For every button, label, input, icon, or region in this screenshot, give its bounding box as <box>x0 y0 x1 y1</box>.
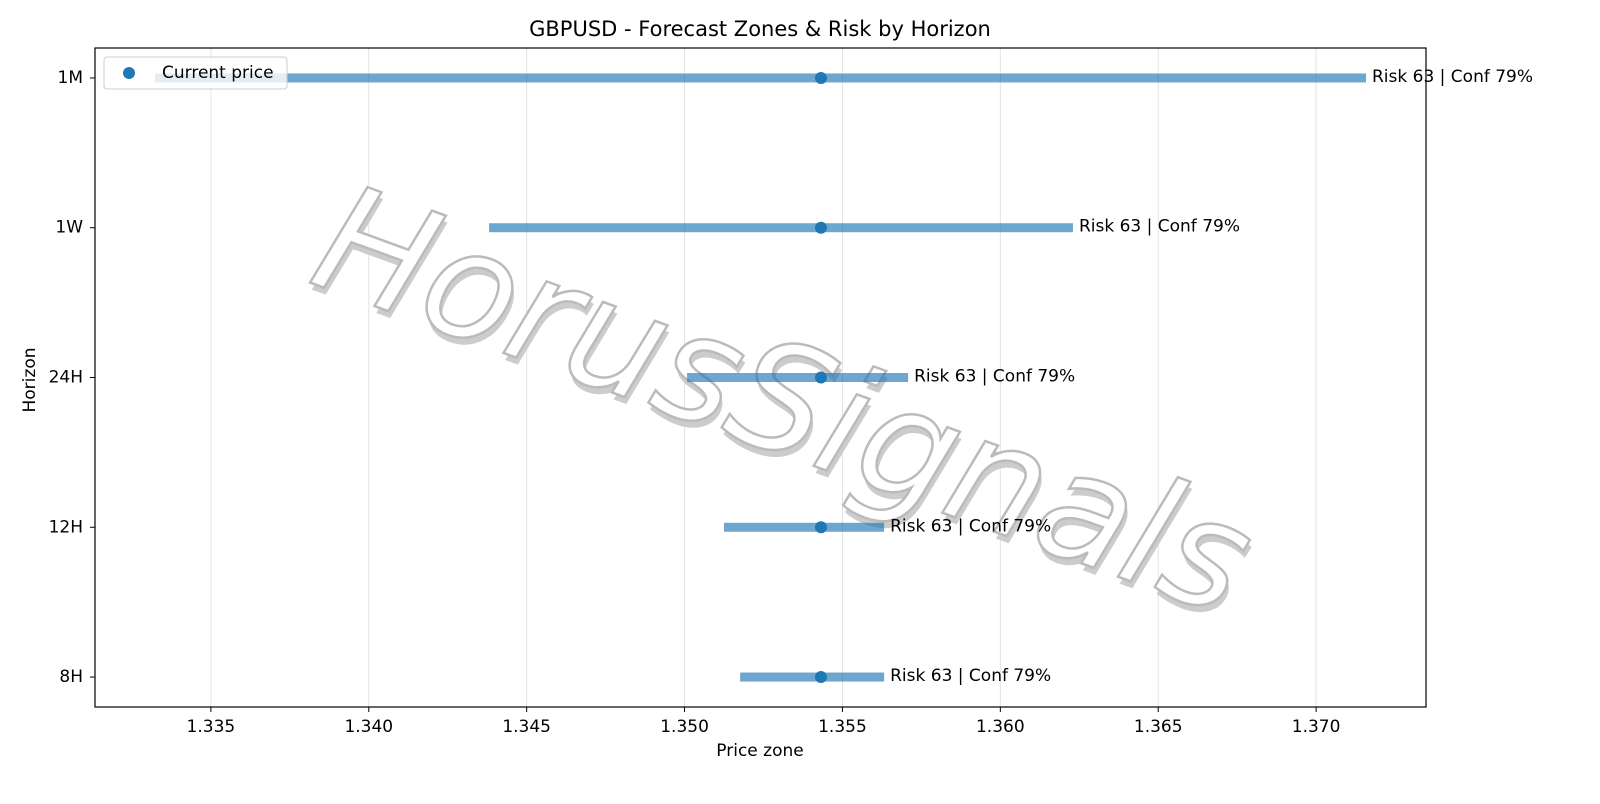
legend-label: Current price <box>162 63 274 83</box>
y-tick-label: 24H <box>49 368 83 388</box>
x-tick-label: 1.365 <box>1134 717 1183 737</box>
y-tick-label: 1W <box>55 218 83 238</box>
x-tick-label: 1.355 <box>818 717 867 737</box>
y-axis-label: Horizon <box>20 348 40 413</box>
current-price-dot <box>814 371 827 384</box>
legend: Current price <box>103 56 288 90</box>
x-tick-label: 1.335 <box>187 717 236 737</box>
x-tick-label: 1.370 <box>1292 717 1341 737</box>
legend-marker <box>123 67 135 79</box>
range-bar <box>740 672 885 682</box>
current-price-dot <box>814 71 827 84</box>
x-tick-label: 1.345 <box>502 717 551 737</box>
current-price-dot <box>814 221 827 234</box>
current-price-dot <box>814 521 827 534</box>
marks: Risk 63 | Conf 79% Risk 63 | Conf 79% Risk… <box>154 67 1533 686</box>
annotation: Risk 63 | Conf 79% <box>890 666 1051 686</box>
annotation: Risk 63 | Conf 79% <box>1372 67 1533 87</box>
y-tick-label: 8H <box>59 667 83 687</box>
x-tick-label: 1.340 <box>344 717 393 737</box>
y-tick-label: 1M <box>58 68 83 88</box>
grid <box>210 48 1317 707</box>
range-bar <box>687 373 909 382</box>
y-tick-label: 12H <box>49 517 83 537</box>
annotation: Risk 63 | Conf 79% <box>914 367 1075 387</box>
range-bar <box>724 522 885 532</box>
annotation: Risk 63 | Conf 79% <box>890 516 1051 536</box>
x-axis-label: Price zone <box>716 741 803 761</box>
range-bar <box>489 223 1073 233</box>
range-bar <box>154 73 1367 83</box>
legend-box <box>103 56 288 90</box>
x-tick-label: 1.360 <box>976 717 1025 737</box>
chart-title: GBPUSD - Forecast Zones & Risk by Horizo… <box>529 17 991 41</box>
x-tick-label: 1.350 <box>660 717 709 737</box>
annotation: Risk 63 | Conf 79% <box>1079 217 1240 237</box>
current-price-dot <box>814 671 827 684</box>
